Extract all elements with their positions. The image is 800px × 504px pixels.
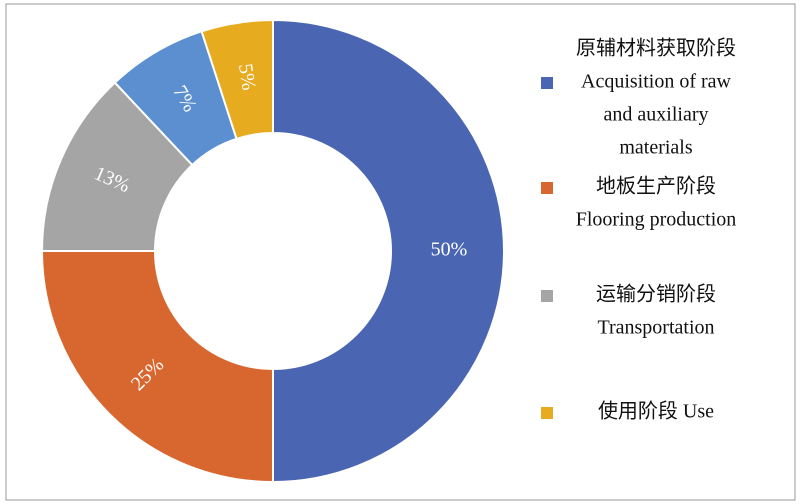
legend-label: 地板生产阶段	[596, 175, 716, 198]
value-label: 50%	[431, 239, 468, 261]
legend-marker	[541, 77, 553, 89]
slice	[200, 18, 274, 141]
legend-label: 运输分销阶段	[596, 283, 716, 306]
legend-label: Acquisition of raw	[581, 71, 732, 93]
legend-label: materials	[619, 137, 693, 159]
slice	[40, 250, 274, 484]
legend-marker	[541, 182, 553, 194]
legend-label: 原辅材料获取阶段	[576, 37, 736, 60]
legend-marker	[541, 290, 553, 302]
value-label: 5%	[234, 62, 260, 92]
slice	[272, 18, 505, 484]
legend-label: Flooring production	[576, 209, 737, 231]
legend-label: Transportation	[597, 317, 714, 339]
legend-marker	[541, 407, 553, 419]
legend-label: and auxiliary	[604, 104, 709, 126]
legend-label: 使用阶段 Use	[598, 400, 714, 423]
